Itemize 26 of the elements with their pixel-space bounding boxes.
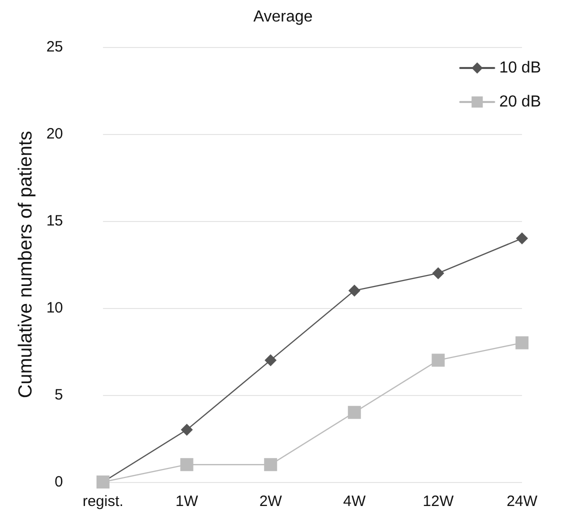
point xyxy=(264,458,278,472)
y-tick-label: 10 xyxy=(46,300,63,316)
chart-title: Average xyxy=(253,8,313,26)
y-tick-label: 20 xyxy=(46,126,63,142)
y-axis-title: Cumulative numbers of patients xyxy=(15,130,36,398)
y-tick-label: 0 xyxy=(54,474,63,490)
x-tick-label: 1W xyxy=(176,493,199,510)
point xyxy=(432,354,445,367)
x-tick-label: 24W xyxy=(506,493,538,510)
y-tick-label: 15 xyxy=(46,212,63,230)
point xyxy=(180,424,193,436)
point xyxy=(516,232,528,244)
legend-label: 20 dB xyxy=(499,94,541,110)
point xyxy=(348,406,361,419)
point xyxy=(516,336,528,350)
y-tick-label: 5 xyxy=(54,386,63,404)
point xyxy=(264,354,277,366)
legend-label: 10 dB xyxy=(499,60,541,76)
point xyxy=(432,267,444,280)
y-tick-label: 25 xyxy=(46,38,63,56)
point xyxy=(180,458,194,472)
x-tick-label: 4W xyxy=(343,493,366,510)
point xyxy=(348,284,360,297)
x-tick-label: regist. xyxy=(82,493,124,510)
x-tick-label: 12W xyxy=(422,493,454,510)
x-tick-label: 2W xyxy=(259,493,283,510)
